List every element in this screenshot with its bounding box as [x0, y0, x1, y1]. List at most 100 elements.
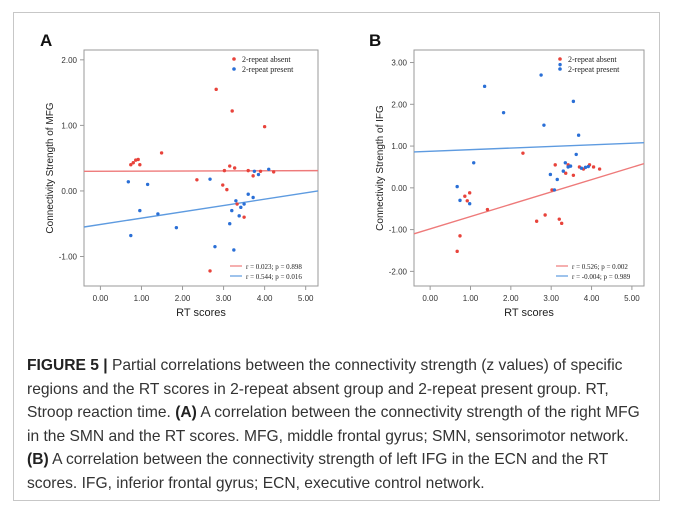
panel-a-point-absent [228, 164, 232, 168]
panel-a-point-present [145, 182, 150, 187]
panel-a-point-present [213, 244, 217, 249]
panel-b-label: B [369, 31, 381, 50]
panel-a-point-present [129, 233, 133, 238]
panel-b-point-present [501, 110, 506, 115]
panel-a-point-absent [138, 163, 142, 167]
panel-a-legend-marker-2 [232, 67, 236, 71]
panel-b-point-absent [543, 213, 547, 217]
panel-b-point-absent [557, 217, 561, 221]
panel-a-point-present [156, 212, 160, 216]
panel-a-legend-marker-1 [232, 57, 236, 61]
panel-a-point-present [230, 208, 234, 213]
panel-b-point-absent [571, 173, 576, 178]
panel-b-x-tick-label: 2.00 [503, 294, 519, 303]
panel-b-y-tick-label: 0.00 [391, 184, 407, 193]
panel-a-x-axis-label: RT scores [176, 307, 226, 319]
panel-b-fit-line-1 [413, 162, 645, 235]
panel-b-point-present [576, 133, 581, 137]
panel-a-point-present [256, 172, 261, 177]
panel-b-point-present [455, 184, 459, 189]
panel-a-legend-label-2: 2-repeat present [242, 65, 294, 74]
panel-a-point-present [126, 180, 131, 184]
panel-a-x-tick-label: 4.00 [257, 294, 273, 303]
panel-b-x-tick-label: 1.00 [463, 294, 479, 303]
panel-b-point-absent [564, 171, 568, 175]
panel-b-point-present [583, 165, 588, 170]
panel-b-point-absent [465, 199, 469, 203]
panel-a-y-tick-label: 0.00 [61, 187, 77, 196]
panel-b-y-tick-label: 3.00 [391, 59, 407, 68]
panel-a-point-present [228, 222, 232, 226]
panel-a-point-absent [131, 161, 135, 165]
panel-b-point-present [579, 166, 584, 170]
panel-a-point-absent [242, 215, 246, 219]
panel-b-point-present [472, 161, 476, 165]
caption-lead: FIGURE 5 | [27, 357, 108, 374]
panel-a-point-absent [136, 157, 140, 162]
panel-b-point-present [586, 164, 591, 169]
panel-a-point-present [232, 248, 236, 252]
panel-b-point-absent [521, 151, 525, 155]
panel-a-point-present [246, 192, 250, 196]
panel-a-point-present [138, 208, 142, 213]
panel-a-point-absent [271, 170, 276, 174]
panel-b-point-absent [559, 221, 564, 226]
panel-b-point-present [482, 84, 487, 89]
panel-b-x-tick-label: 4.00 [584, 294, 600, 303]
panel-b-point-present [563, 161, 568, 165]
panel-a-point-present [239, 205, 243, 210]
panel-a-point-present [208, 177, 212, 181]
panel-a-point-absent [129, 163, 133, 167]
panel-b-fit-line-2 [413, 142, 645, 153]
panel-a-point-present [242, 202, 246, 206]
panel-b-point-present [571, 99, 576, 104]
panel-a-plot-area [83, 49, 319, 287]
panel-b-point-present [574, 152, 578, 157]
panel-b-point-absent [534, 219, 539, 223]
panel-a-x-tick-label: 0.00 [93, 294, 109, 303]
panel-a-point-absent [195, 178, 199, 182]
panel-b-point-present [552, 188, 557, 192]
panel-b-point-present [558, 62, 562, 67]
panel-a-point-absent [225, 187, 229, 192]
panel-a-point-absent [159, 151, 164, 155]
panel-a-point-present [251, 195, 255, 200]
panel-b-point-present [568, 164, 573, 168]
panel-a-x-tick-label: 3.00 [216, 294, 232, 303]
panel-b-y-tick-label: -1.00 [389, 226, 408, 235]
panel-a-point-absent [232, 166, 237, 170]
panel-a-point-present [237, 214, 241, 218]
panel-a-point-present [267, 167, 271, 172]
panel-a-stats-text-1: r = 0.023; p = 0.898 [246, 263, 302, 271]
panel-b-legend-label-1: 2-repeat absent [568, 55, 617, 64]
panel-a-x-tick-label: 2.00 [175, 294, 191, 303]
panel-b-point-absent [458, 234, 462, 238]
panel-b-x-tick-label: 0.00 [422, 294, 438, 303]
figure-charts: A 0.00 1.00 2.00 3.00 4.00 5.00 -1.00 0.00 1.00 2.… [40, 31, 645, 319]
panel-a-point-absent [246, 168, 250, 173]
figure-caption: FIGURE 5 | Partial correlations between … [27, 354, 649, 496]
caption-text-2: A correlation between the connectivity s… [27, 404, 640, 445]
panel-b-point-absent [591, 165, 596, 169]
caption-text-3: A correlation between the connectivity s… [27, 451, 609, 492]
panel-b-stats-text-1: r = 0.526; p = 0.002 [572, 263, 628, 271]
panel-b-point-absent [463, 194, 467, 198]
panel-a-label: A [40, 31, 52, 50]
panel-b-y-tick-label: 1.00 [391, 142, 407, 151]
panel-a-point-absent [221, 183, 225, 187]
panel-a-point-absent [251, 174, 255, 178]
panel-b-point-present [548, 172, 553, 177]
panel-b-point-absent [485, 207, 490, 212]
panel-a-point-absent [258, 169, 263, 173]
panel-b-point-present [458, 198, 462, 203]
panel-a-point-absent [235, 202, 239, 206]
panel-b-y-axis-label: Connectivity Strength of IFG [375, 105, 386, 231]
panel-b-point-present [467, 202, 472, 206]
panel-a-stats-text-2: r = 0.544; p = 0.016 [246, 273, 302, 281]
panel-b-point-absent [550, 188, 554, 192]
panel-b-plot-area [413, 49, 645, 287]
panel-b-point-absent [597, 167, 602, 171]
panel-b-point-present [555, 177, 559, 182]
panel-b-x-axis-label: RT scores [504, 307, 554, 319]
panel-a-point-absent [214, 87, 218, 92]
